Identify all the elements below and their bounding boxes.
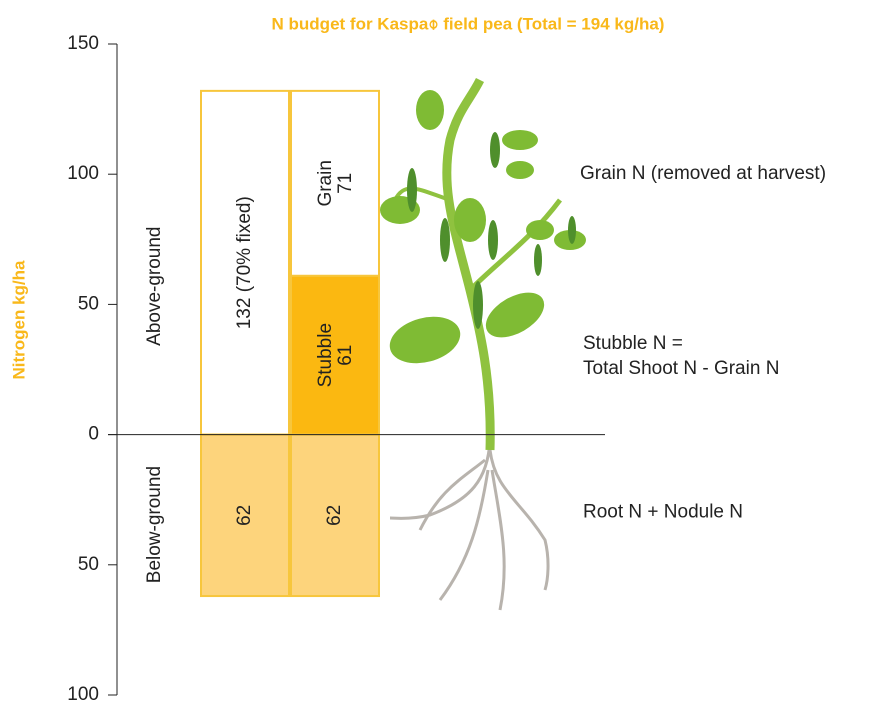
annotation: Root N + Nodule N (583, 502, 743, 523)
segment-name: Stubble (315, 323, 336, 387)
bar-segment (200, 433, 290, 598)
y-tick-label: 100 (67, 684, 99, 702)
y-tick-label: 150 (67, 33, 99, 54)
y-tick-label: 100 (67, 163, 99, 184)
value-label: 62 (324, 505, 345, 526)
value-label: 62 (234, 505, 255, 526)
bar-segment (290, 433, 380, 598)
value-label: 61 (335, 345, 356, 366)
bars (200, 89, 380, 598)
y-tick-label: 50 (78, 293, 99, 314)
chart-title: N budget for Kaspa⌽ field pea (Total = 1… (272, 14, 665, 33)
bar-segment (290, 89, 380, 277)
y-axis-label: Nitrogen kg/ha (9, 260, 28, 380)
y-tick-label: 50 (78, 554, 99, 575)
y-tick-label: 0 (88, 424, 99, 445)
value-label: 71 (335, 173, 356, 194)
segment-name: Grain (315, 160, 336, 206)
annotation: Total Shoot N - Grain N (583, 358, 779, 379)
region-label: Below-ground (144, 466, 165, 583)
annotation: Grain N (removed at harvest) (580, 163, 826, 184)
region-label: Above-ground (144, 226, 165, 345)
value-label: 132 (70% fixed) (234, 196, 255, 329)
plant-illustration (380, 77, 586, 611)
bar-segment (200, 89, 290, 436)
annotation: Stubble N = (583, 333, 683, 354)
